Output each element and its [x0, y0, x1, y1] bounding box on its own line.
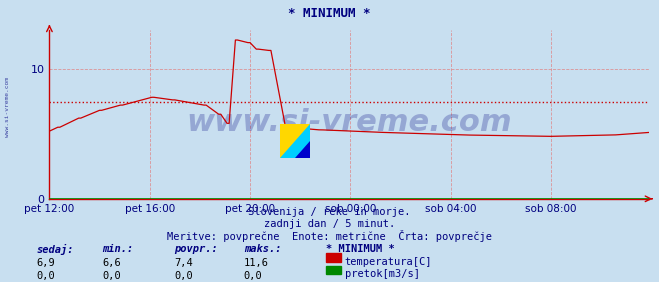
Text: 6,9: 6,9 [36, 258, 55, 268]
Text: povpr.:: povpr.: [175, 244, 218, 254]
Text: 11,6: 11,6 [244, 258, 269, 268]
Text: 7,4: 7,4 [175, 258, 193, 268]
Text: sedaj:: sedaj: [36, 244, 74, 255]
Text: 0,0: 0,0 [36, 271, 55, 281]
Text: 0,0: 0,0 [244, 271, 262, 281]
Polygon shape [280, 124, 310, 158]
Text: 0,0: 0,0 [175, 271, 193, 281]
Text: pretok[m3/s]: pretok[m3/s] [345, 269, 420, 279]
Text: 6,6: 6,6 [102, 258, 121, 268]
Text: maks.:: maks.: [244, 244, 281, 254]
Text: * MINIMUM *: * MINIMUM * [326, 244, 395, 254]
Polygon shape [280, 124, 310, 158]
Text: temperatura[C]: temperatura[C] [345, 257, 432, 266]
Text: www.si-vreme.com: www.si-vreme.com [5, 77, 11, 137]
Text: zadnji dan / 5 minut.: zadnji dan / 5 minut. [264, 219, 395, 228]
Text: Meritve: povprečne  Enote: metrične  Črta: povprečje: Meritve: povprečne Enote: metrične Črta:… [167, 230, 492, 242]
Text: 0,0: 0,0 [102, 271, 121, 281]
Text: * MINIMUM *: * MINIMUM * [288, 7, 371, 20]
Text: Slovenija / reke in morje.: Slovenija / reke in morje. [248, 207, 411, 217]
Text: www.si-vreme.com: www.si-vreme.com [186, 108, 512, 137]
Polygon shape [295, 141, 310, 158]
Text: min.:: min.: [102, 244, 133, 254]
